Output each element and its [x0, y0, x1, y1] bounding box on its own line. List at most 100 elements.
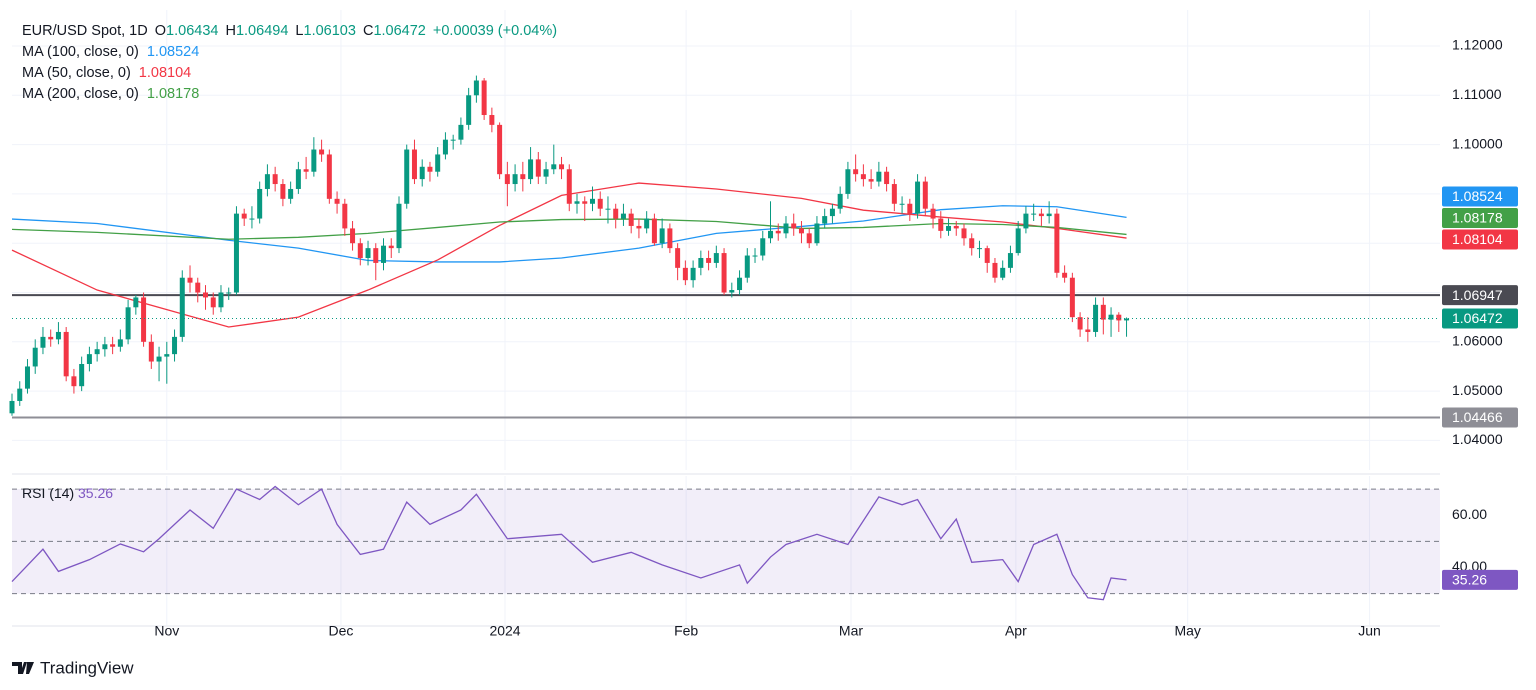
candle-body — [350, 228, 356, 244]
candle-body — [466, 95, 472, 125]
candle-body — [326, 154, 332, 199]
candle-body — [860, 174, 866, 180]
candle-body — [458, 124, 464, 140]
ma-label: 1.08524 — [1442, 186, 1518, 207]
candle-body — [791, 223, 797, 229]
footer-brand: TradingView — [40, 658, 134, 677]
candle-body — [427, 166, 433, 172]
candle-body — [520, 174, 526, 180]
rsi-label: 35.26 — [1442, 569, 1518, 590]
candle-body — [1093, 304, 1099, 332]
ma-label-bg — [1442, 186, 1518, 207]
ma-label-text: 1.08178 — [1452, 210, 1503, 226]
candle-body — [1023, 213, 1029, 229]
ohlc-letter: L — [295, 23, 304, 39]
candle-body — [48, 336, 54, 340]
rsi-title: RSI (14) — [22, 485, 75, 501]
candle-body — [40, 336, 46, 348]
candle-body — [1062, 272, 1068, 278]
rsi-label-text: 35.26 — [1452, 572, 1487, 588]
candle-body — [706, 257, 712, 263]
candle-body — [636, 225, 642, 229]
candle-body — [94, 349, 100, 355]
candle-body — [512, 174, 518, 185]
candle-body — [1069, 277, 1075, 318]
candle-body — [481, 80, 487, 116]
candle-body — [226, 292, 232, 294]
candle-body — [613, 208, 619, 219]
candle-body — [535, 159, 541, 177]
legend-value: 1.08524 — [146, 44, 200, 60]
y-tick-label: 1.05000 — [1452, 382, 1503, 398]
level-label-bg — [1442, 285, 1518, 306]
legend-name: MA (100, close, 0) — [22, 44, 139, 60]
candle-body — [1007, 253, 1013, 268]
candle-body — [729, 290, 735, 293]
candle-body — [946, 225, 952, 231]
ma-label-text: 1.08524 — [1452, 188, 1503, 204]
moving-average — [11, 182, 1127, 328]
candle-body — [992, 262, 998, 278]
candle-body — [876, 171, 882, 182]
candle-body — [559, 164, 565, 170]
candle-body — [597, 198, 603, 209]
candle-body — [295, 169, 301, 189]
candle-body — [783, 223, 789, 234]
level-label-text: 1.04466 — [1452, 409, 1503, 425]
x-tick-label: Dec — [328, 623, 353, 639]
candle-body — [760, 238, 766, 256]
last-price-label: 1.06472 — [1442, 308, 1518, 329]
candle-body — [891, 184, 897, 204]
candle-body — [17, 388, 23, 401]
candle-body — [164, 354, 170, 357]
candle-body — [63, 331, 69, 377]
candle-body — [357, 243, 363, 258]
candle-body — [551, 164, 557, 170]
candle-body — [280, 184, 286, 199]
candle-body — [837, 193, 843, 209]
candle-body — [899, 203, 905, 205]
candle-body — [32, 347, 38, 367]
ma-label-text: 1.08104 — [1452, 231, 1503, 247]
candle-body — [141, 297, 147, 342]
candle-body — [806, 233, 812, 244]
candle-body — [1077, 317, 1083, 330]
candle-body — [1054, 213, 1060, 273]
candle-body — [1124, 318, 1130, 321]
moving-average — [11, 205, 1127, 263]
legend-name: MA (50, close, 0) — [22, 65, 131, 81]
candle-body — [543, 169, 549, 177]
symbol: EUR/USD Spot, 1D — [22, 23, 148, 39]
candle-body — [288, 188, 294, 199]
candle-body — [473, 80, 479, 96]
candle-body — [117, 339, 123, 347]
candle-body — [195, 282, 201, 293]
candle-body — [667, 228, 673, 249]
rsi-label-bg — [1442, 569, 1518, 590]
ma-label: 1.08178 — [1442, 207, 1518, 228]
candle-body — [845, 169, 851, 194]
legend-value: 1.08178 — [146, 86, 200, 102]
y-tick-label: 1.04000 — [1452, 431, 1503, 447]
last-price-label-bg — [1442, 308, 1518, 329]
candle-body — [589, 198, 595, 204]
candle-body — [737, 277, 743, 291]
candle-body — [179, 277, 185, 337]
logo-mark — [12, 662, 34, 674]
candle-body — [110, 344, 116, 347]
candle-body — [257, 188, 263, 219]
candle-body — [210, 297, 216, 308]
y-tick-label: 1.10000 — [1452, 135, 1503, 151]
candle-body — [187, 277, 193, 283]
candle-body — [1108, 314, 1114, 320]
ohlc-letter: C — [362, 23, 374, 39]
candle-body — [172, 336, 178, 355]
candle-body — [241, 213, 247, 219]
x-tick-label: May — [1174, 623, 1200, 639]
candle-body — [435, 154, 441, 172]
change: +0.00039 (+0.04%) — [432, 23, 558, 39]
candle-body — [752, 255, 758, 257]
